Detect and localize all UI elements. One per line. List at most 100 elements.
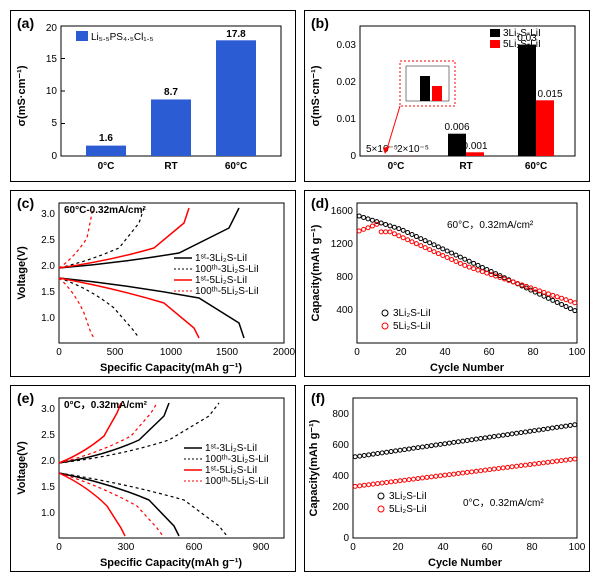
svg-text:0.02: 0.02	[337, 77, 357, 88]
svg-text:1000: 1000	[160, 347, 183, 358]
svg-text:2.0: 2.0	[41, 261, 55, 272]
svg-text:5×10⁻⁵: 5×10⁻⁵	[366, 144, 398, 155]
svg-text:40: 40	[439, 347, 451, 358]
svg-text:3Li₂S-LiI: 3Li₂S-LiI	[389, 491, 427, 502]
svg-text:0.006: 0.006	[444, 122, 469, 133]
svg-text:1200: 1200	[331, 239, 354, 250]
svg-text:60°C，0.32mA/cm²: 60°C，0.32mA/cm²	[447, 220, 534, 231]
svg-text:100: 100	[569, 542, 586, 553]
svg-text:σ(mS·cm⁻¹): σ(mS·cm⁻¹)	[16, 65, 28, 126]
svg-text:80: 80	[526, 542, 538, 553]
svg-text:10: 10	[46, 86, 58, 97]
svg-text:0.01: 0.01	[337, 114, 357, 125]
svg-text:100ᵗʰ-5Li₂S-LiI: 100ᵗʰ-5Li₂S-LiI	[195, 286, 259, 297]
svg-text:Cycle Number: Cycle Number	[428, 557, 503, 569]
svg-text:1.0: 1.0	[41, 313, 55, 324]
svg-text:3Li₂S-LiI: 3Li₂S-LiI	[503, 28, 541, 39]
svg-text:500: 500	[107, 347, 124, 358]
svg-text:Capacity(mAh g⁻¹): Capacity(mAh g⁻¹)	[308, 419, 320, 516]
svg-text:60: 60	[481, 542, 493, 553]
svg-text:8.7: 8.7	[164, 87, 178, 98]
svg-text:800: 800	[332, 409, 349, 420]
svg-text:100: 100	[569, 347, 586, 358]
svg-text:2000: 2000	[273, 347, 295, 358]
svg-text:20: 20	[392, 542, 404, 553]
svg-text:Specific Capacity(mAh g⁻¹): Specific Capacity(mAh g⁻¹)	[100, 557, 242, 569]
svg-text:1600: 1600	[331, 206, 354, 217]
svg-text:1ˢᵗ-3Li₂S-LiI: 1ˢᵗ-3Li₂S-LiI	[195, 253, 247, 264]
svg-text:800: 800	[336, 272, 353, 283]
chart-d: 60°C，0.32mA/cm² 3Li₂S-LiI 5Li₂S-LiI 4008…	[305, 191, 589, 376]
svg-text:1ˢᵗ-5Li₂S-LiI: 1ˢᵗ-5Li₂S-LiI	[195, 275, 247, 286]
svg-text:2.5: 2.5	[41, 235, 55, 246]
panel-label-e: (e)	[17, 390, 34, 406]
svg-text:1.6: 1.6	[99, 133, 113, 144]
svg-text:17.8: 17.8	[226, 29, 246, 40]
svg-text:15: 15	[46, 54, 58, 65]
svg-text:1.5: 1.5	[41, 482, 55, 493]
svg-text:200: 200	[332, 502, 349, 513]
legend-a: Li₅.₅PS₄.₅Cl₁.₅	[91, 32, 153, 43]
svg-text:60°C-0.32mA/cm²: 60°C-0.32mA/cm²	[64, 205, 146, 216]
chart-c: 60°C-0.32mA/cm² 1ˢᵗ-3Li₂S-LiI 100ᵗʰ-3Li₂…	[11, 191, 295, 376]
chart-e: 0°C，0.32mA/cm² 1ˢᵗ-3Li₂S-LiI 100ᵗʰ-3Li₂S…	[11, 386, 295, 571]
svg-text:1500: 1500	[216, 347, 239, 358]
svg-text:60°C: 60°C	[225, 161, 247, 172]
svg-text:1ˢᵗ-5Li₂S-LiI: 1ˢᵗ-5Li₂S-LiI	[205, 465, 257, 476]
svg-text:400: 400	[336, 305, 353, 316]
svg-text:2×10⁻⁵: 2×10⁻⁵	[397, 144, 429, 155]
svg-text:400: 400	[332, 471, 349, 482]
panel-d: (d) 60°C，0.32mA/cm² 3Li₂S-LiI 5Li₂S-LiI …	[304, 190, 590, 377]
svg-text:2.5: 2.5	[41, 430, 55, 441]
svg-text:Cycle Number: Cycle Number	[430, 362, 505, 374]
svg-text:1.5: 1.5	[41, 287, 55, 298]
svg-text:40: 40	[437, 542, 449, 553]
svg-text:0: 0	[354, 347, 360, 358]
panel-label-c: (c)	[17, 195, 34, 211]
svg-text:3.0: 3.0	[41, 404, 55, 415]
chart-b: 5×10⁻⁵2×10⁻⁵ 0.0060.001 0.030.015 3Li₂S-…	[305, 11, 589, 181]
svg-text:100ᵗʰ-5Li₂S-LiI: 100ᵗʰ-5Li₂S-LiI	[205, 476, 269, 487]
svg-text:σ(mS·cm⁻¹): σ(mS·cm⁻¹)	[310, 65, 322, 126]
svg-text:Voltage(V): Voltage(V)	[16, 441, 28, 495]
svg-text:1.0: 1.0	[41, 508, 55, 519]
svg-text:5Li₂S-LiI: 5Li₂S-LiI	[393, 321, 431, 332]
svg-text:0°C，0.32mA/cm²: 0°C，0.32mA/cm²	[463, 498, 544, 509]
svg-text:5: 5	[51, 118, 57, 129]
svg-text:0: 0	[51, 151, 57, 162]
svg-text:0: 0	[56, 542, 62, 553]
svg-text:0°C: 0°C	[388, 161, 405, 172]
svg-text:20: 20	[46, 23, 58, 34]
panel-a: (a) 1.6 8.7 17.8 Li₅.₅PS₄.₅Cl₁.₅ 0510152…	[10, 10, 296, 182]
svg-text:3.0: 3.0	[41, 209, 55, 220]
svg-text:2.0: 2.0	[41, 456, 55, 467]
svg-text:RT: RT	[459, 161, 472, 172]
svg-text:RT: RT	[164, 161, 177, 172]
svg-text:300: 300	[118, 542, 135, 553]
panel-f: (f) 3Li₂S-LiI 5Li₂S-LiI 0°C，0.32mA/cm² 0…	[304, 385, 590, 572]
panel-b: (b) 5×10⁻⁵2×10⁻⁵ 0.0060.001 0.030.015 3L…	[304, 10, 590, 182]
panel-label-f: (f)	[311, 390, 325, 406]
chart-a: 1.6 8.7 17.8 Li₅.₅PS₄.₅Cl₁.₅ 0 5 10 15 20 0°…	[11, 11, 295, 181]
svg-text:600: 600	[186, 542, 203, 553]
svg-text:Capacity(mAh g⁻¹): Capacity(mAh g⁻¹)	[310, 224, 322, 321]
svg-text:Voltage(V): Voltage(V)	[16, 246, 28, 300]
svg-text:3Li₂S-LiI: 3Li₂S-LiI	[393, 308, 431, 319]
svg-text:60°C: 60°C	[525, 161, 547, 172]
svg-text:100ᵗʰ-3Li₂S-LiI: 100ᵗʰ-3Li₂S-LiI	[205, 454, 269, 465]
svg-text:0°C，0.32mA/cm²: 0°C，0.32mA/cm²	[64, 400, 148, 411]
svg-text:5Li₂S-LiI: 5Li₂S-LiI	[389, 504, 427, 515]
svg-text:0.001: 0.001	[462, 141, 487, 152]
svg-text:0: 0	[350, 151, 356, 162]
svg-text:0°C: 0°C	[98, 161, 115, 172]
svg-text:60: 60	[483, 347, 495, 358]
svg-text:900: 900	[253, 542, 270, 553]
svg-text:Specific Capacity(mAh g⁻¹): Specific Capacity(mAh g⁻¹)	[100, 362, 242, 374]
svg-text:20: 20	[395, 347, 407, 358]
svg-text:0: 0	[56, 347, 62, 358]
svg-text:0: 0	[350, 542, 356, 553]
chart-f: 3Li₂S-LiI 5Li₂S-LiI 0°C，0.32mA/cm² 02004…	[305, 386, 589, 571]
svg-text:0: 0	[343, 533, 349, 544]
panel-e: (e) 0°C，0.32mA/cm² 1ˢᵗ-3Li₂S-LiI 100ᵗʰ-3…	[10, 385, 296, 572]
panel-label-d: (d)	[311, 195, 329, 211]
